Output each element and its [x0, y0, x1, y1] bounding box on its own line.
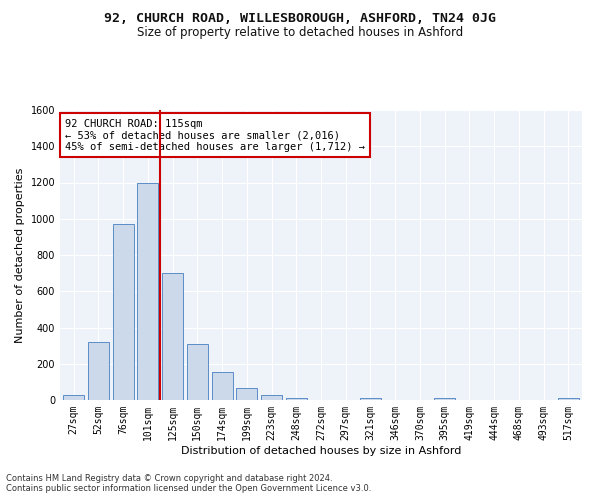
Bar — [360, 398, 381, 400]
Bar — [187, 344, 208, 400]
Bar — [162, 273, 183, 400]
Bar — [236, 388, 257, 400]
Text: Size of property relative to detached houses in Ashford: Size of property relative to detached ho… — [137, 26, 463, 39]
Text: 92, CHURCH ROAD, WILLESBOROUGH, ASHFORD, TN24 0JG: 92, CHURCH ROAD, WILLESBOROUGH, ASHFORD,… — [104, 12, 496, 26]
Text: Contains public sector information licensed under the Open Government Licence v3: Contains public sector information licen… — [6, 484, 371, 493]
Bar — [286, 398, 307, 400]
X-axis label: Distribution of detached houses by size in Ashford: Distribution of detached houses by size … — [181, 446, 461, 456]
Text: 92 CHURCH ROAD: 115sqm
← 53% of detached houses are smaller (2,016)
45% of semi-: 92 CHURCH ROAD: 115sqm ← 53% of detached… — [65, 118, 365, 152]
Bar — [113, 224, 134, 400]
Bar — [558, 398, 579, 400]
Bar — [212, 372, 233, 400]
Y-axis label: Number of detached properties: Number of detached properties — [15, 168, 25, 342]
Text: Contains HM Land Registry data © Crown copyright and database right 2024.: Contains HM Land Registry data © Crown c… — [6, 474, 332, 483]
Bar — [261, 395, 282, 400]
Bar — [137, 182, 158, 400]
Bar — [63, 394, 84, 400]
Bar — [88, 342, 109, 400]
Bar — [434, 398, 455, 400]
